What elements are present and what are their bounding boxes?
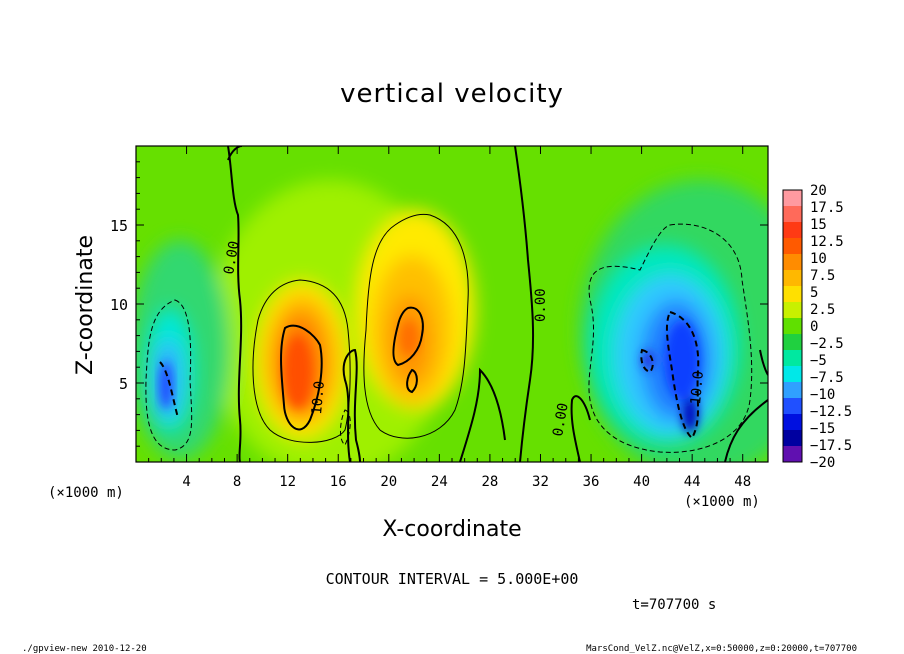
colorbar-label: −2.5 xyxy=(810,336,844,352)
x-axis: 4 8 12 16 20 24 28 32 36 40 44 48 xyxy=(148,146,756,490)
contours-negative xyxy=(145,223,753,453)
colorbar-swatch xyxy=(783,238,802,255)
contours-zero xyxy=(227,146,768,462)
heatmap-field xyxy=(136,146,768,462)
colorbar-label: −10 xyxy=(810,387,835,403)
colorbar-swatch xyxy=(783,318,802,335)
colorbar-label: 15 xyxy=(810,217,827,233)
x-tick-label: 28 xyxy=(481,474,498,490)
colorbar-label: 17.5 xyxy=(810,200,844,216)
colorbar-swatch xyxy=(783,222,802,239)
colorbar: 2017.51512.5107.552.50−2.5−5−7.5−10−12.5… xyxy=(782,183,852,471)
footer-left: ./gpview-new 2010-12-20 xyxy=(22,644,147,654)
contour-label: 0.00 xyxy=(533,288,549,322)
colorbar-label: 12.5 xyxy=(810,234,844,250)
x-tick-label: 4 xyxy=(182,474,190,490)
colorbar-swatch xyxy=(783,382,802,399)
contour-label: 0.00 xyxy=(221,240,243,276)
colorbar-swatch xyxy=(783,446,802,463)
contours-positive xyxy=(252,213,469,443)
y-tick-label: 15 xyxy=(110,217,128,235)
x-tick-label: 44 xyxy=(684,474,701,490)
y-axis-label: Z-coordinate xyxy=(73,235,98,375)
contour-label: 10.0 xyxy=(688,370,707,405)
colorbar-label: 7.5 xyxy=(810,268,835,284)
colorbar-swatch xyxy=(783,334,802,351)
x-tick-label: 16 xyxy=(330,474,347,490)
y-axis: 5 10 15 xyxy=(110,161,768,447)
colorbar-frame xyxy=(782,189,803,463)
colorbar-label: −7.5 xyxy=(810,370,844,386)
x-tick-label: 12 xyxy=(279,474,296,490)
colorbar-label: −5 xyxy=(810,353,827,369)
colorbar-swatch xyxy=(783,350,802,367)
contour-interval: CONTOUR INTERVAL = 5.000E+00 xyxy=(326,570,579,588)
x-tick-label: 36 xyxy=(583,474,600,490)
y-tick-label: 5 xyxy=(119,375,128,393)
x-unit-right: (×1000 m) xyxy=(684,494,760,510)
colorbar-swatch xyxy=(783,414,802,431)
x-tick-label: 48 xyxy=(734,474,751,490)
x-tick-label: 40 xyxy=(633,474,650,490)
colorbar-label: 5 xyxy=(810,285,818,301)
colorbar-swatch xyxy=(783,206,802,223)
colorbar-swatch xyxy=(783,190,802,207)
x-tick-label: 20 xyxy=(380,474,397,490)
colorbar-label: −20 xyxy=(810,455,835,471)
x-axis-label: X-coordinate xyxy=(382,517,521,542)
colorbar-swatch xyxy=(783,302,802,319)
contour-label: 0.00 xyxy=(550,402,572,438)
colorbar-label: −12.5 xyxy=(810,404,852,420)
colorbar-label: 10 xyxy=(810,251,827,267)
footer-right: MarsCond_VelZ.nc@VelZ,x=0:50000,z=0:2000… xyxy=(586,644,857,654)
colorbar-label: 2.5 xyxy=(810,302,835,318)
x-tick-label: 32 xyxy=(532,474,549,490)
x-tick-label: 8 xyxy=(233,474,241,490)
x-unit-left: (×1000 m) xyxy=(48,485,124,501)
colorbar-swatch xyxy=(783,398,802,415)
time-label: t=707700 s xyxy=(632,597,716,613)
updraft-2 xyxy=(355,210,475,410)
colorbar-swatch xyxy=(783,286,802,303)
contour-label: 10.0 xyxy=(309,380,328,415)
chart-title: vertical velocity xyxy=(340,79,564,109)
downdraft-right xyxy=(590,245,740,445)
x-tick-label: 24 xyxy=(431,474,448,490)
colorbar-label: −17.5 xyxy=(810,438,852,454)
colorbar-label: −15 xyxy=(810,421,835,437)
colorbar-swatch xyxy=(783,366,802,383)
colorbar-swatch xyxy=(783,270,802,287)
y-tick-label: 10 xyxy=(110,296,128,314)
colorbar-label: 20 xyxy=(810,183,827,199)
colorbar-swatch xyxy=(783,254,802,271)
colorbar-label: 0 xyxy=(810,319,818,335)
colorbar-swatch xyxy=(783,430,802,447)
